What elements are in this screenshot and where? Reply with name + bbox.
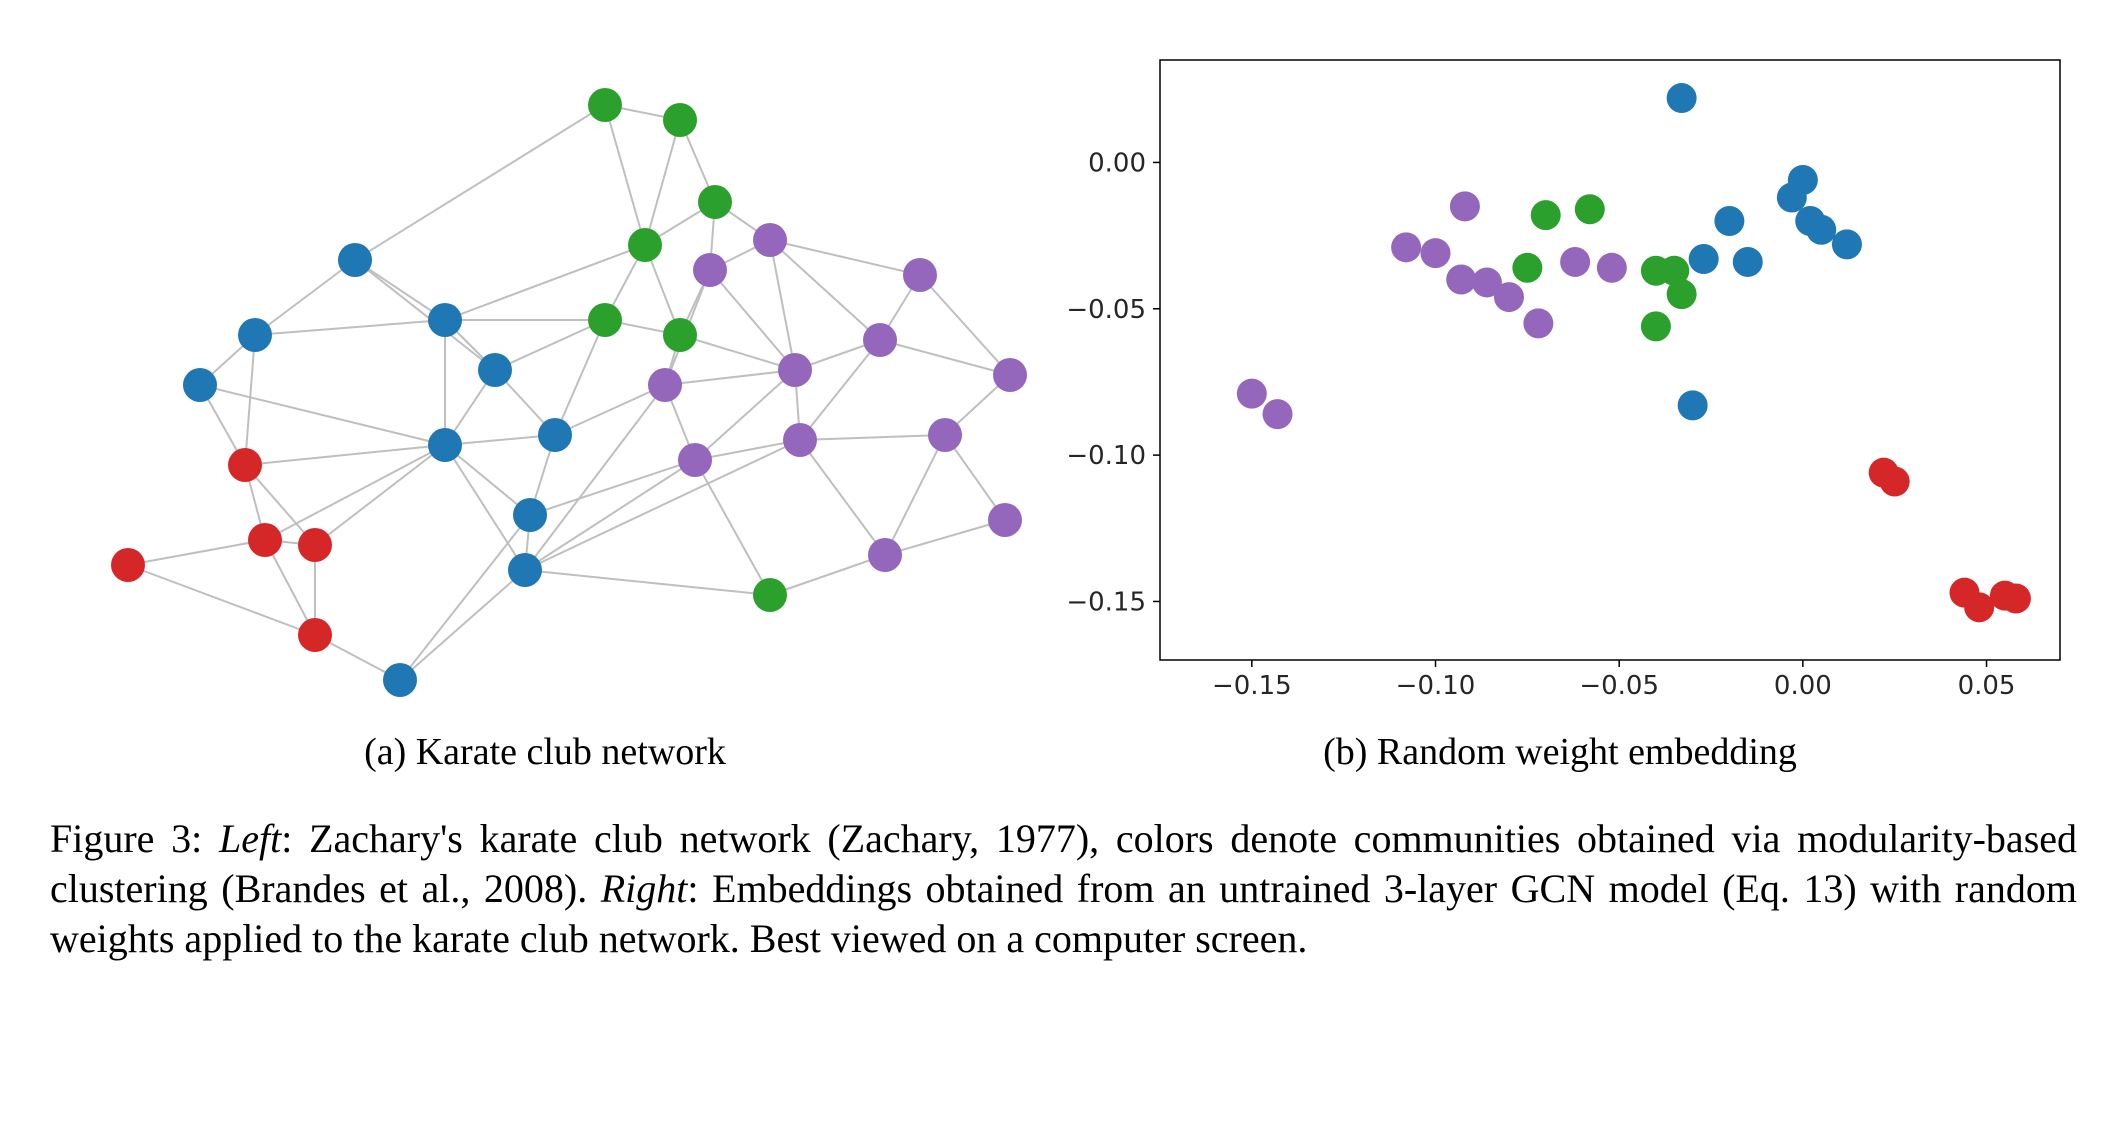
caption-label: Figure 3: — [50, 816, 219, 861]
svg-text:−0.15: −0.15 — [1212, 671, 1292, 701]
svg-text:−0.05: −0.05 — [1579, 671, 1659, 701]
figure-container: (a) Karate club network −0.15 −0.10 −0.05 0… — [0, 0, 2127, 1127]
panel-scatter: −0.15 −0.10 −0.05 0.00 0.05 −0.15 −0.10 −0.05 0.… — [1040, 40, 2080, 774]
caption-left-italic: Left — [219, 816, 281, 861]
svg-text:0.00: 0.00 — [1774, 671, 1832, 701]
panel-network: (a) Karate club network — [50, 40, 1040, 774]
subcaption-b: (b) Random weight embedding — [1323, 730, 1797, 774]
subcaption-a: (a) Karate club network — [364, 730, 726, 774]
svg-text:−0.05: −0.05 — [1066, 295, 1146, 325]
embedding-scatter-plot: −0.15 −0.10 −0.05 0.00 0.05 −0.15 −0.10 −0.05 0.… — [1040, 40, 2080, 720]
figure-caption: Figure 3: Left: Zachary's karate club ne… — [50, 814, 2077, 964]
svg-text:−0.10: −0.10 — [1396, 671, 1476, 701]
svg-text:0.00: 0.00 — [1088, 148, 1146, 178]
karate-network-graph — [50, 40, 1040, 720]
caption-right-italic: Right — [601, 866, 688, 911]
svg-text:0.05: 0.05 — [1958, 671, 2016, 701]
svg-text:−0.15: −0.15 — [1066, 587, 1146, 617]
svg-text:−0.10: −0.10 — [1066, 441, 1146, 471]
figure-row: (a) Karate club network −0.15 −0.10 −0.05 0… — [50, 40, 2077, 774]
